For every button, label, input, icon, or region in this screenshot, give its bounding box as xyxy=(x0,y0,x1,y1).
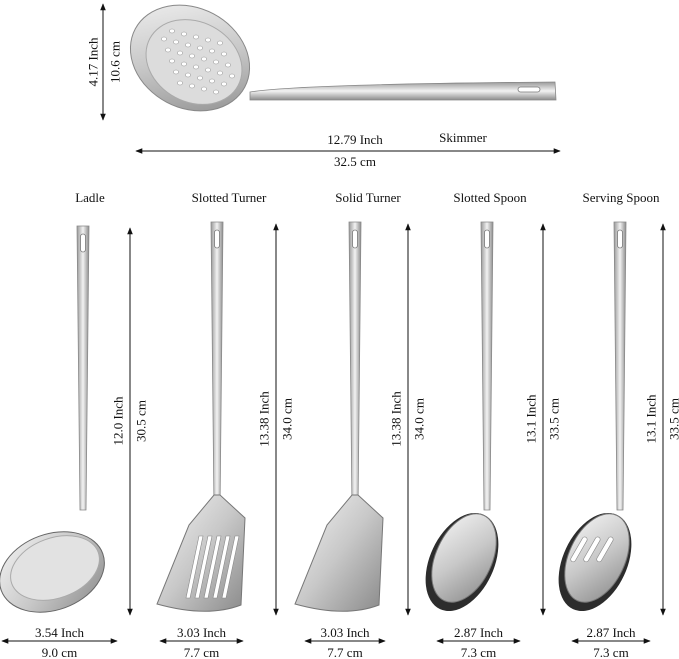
slotted-spoon-width-inch: 2.87 Inch xyxy=(453,625,504,640)
ladle-width-cm: 9.0 cm xyxy=(41,645,78,659)
hole xyxy=(217,40,223,46)
slotted-turner-width-cm: 7.7 cm xyxy=(183,645,220,659)
skimmer-length-cm: 32.5 cm xyxy=(334,154,376,169)
hole xyxy=(169,28,175,34)
skimmer-width-inch: 4.17 Inch xyxy=(85,37,101,87)
solid-turner-title: Solid Turner xyxy=(335,190,401,205)
hole xyxy=(197,45,203,51)
slotted-turner-illustration xyxy=(156,221,246,612)
hole xyxy=(197,75,203,81)
hole xyxy=(169,58,175,64)
hole xyxy=(229,73,235,79)
serving-spoon-width-inch: 2.87 Inch xyxy=(586,625,636,640)
hole xyxy=(193,34,199,40)
hole xyxy=(185,72,191,78)
hole xyxy=(201,56,207,62)
hole xyxy=(161,36,167,42)
hole xyxy=(177,80,183,86)
hole xyxy=(173,39,179,45)
slotted-spoon-width-cm: 7.3 cm xyxy=(460,645,497,659)
hole xyxy=(193,64,199,70)
hole xyxy=(217,70,223,76)
hole xyxy=(201,86,207,92)
serving-spoon-title: Serving Spoon xyxy=(582,190,660,205)
solid-turner-width-cm: 7.7 cm xyxy=(327,645,363,659)
hole xyxy=(177,50,183,56)
hole xyxy=(205,67,211,73)
hole xyxy=(181,31,187,37)
skimmer-width-cm: 10.6 cm xyxy=(107,41,123,83)
serving-spoon-illustration xyxy=(558,221,632,612)
hole xyxy=(221,81,227,87)
ladle-title: Ladle xyxy=(75,190,105,205)
slotted-spoon-title: Slotted Spoon xyxy=(453,190,527,205)
ladle-length-cm: 30.5 cm xyxy=(133,399,149,442)
hole xyxy=(209,78,215,84)
skimmer-title: Skimmer xyxy=(439,130,487,145)
hole xyxy=(213,89,219,95)
solid-turner-width-inch: 3.03 Inch xyxy=(320,625,370,640)
solid-turner-length-cm: 34.0 cm xyxy=(411,397,427,440)
ladle-width-inch: 3.54 Inch xyxy=(34,625,85,640)
slotted-spoon-illustration xyxy=(425,221,499,612)
skimmer-holes xyxy=(161,28,235,95)
hole xyxy=(185,42,191,48)
slotted-turner-title: Slotted Turner xyxy=(191,190,267,205)
skimmer-illustration xyxy=(129,4,557,112)
ladle-illustration xyxy=(0,225,105,613)
skimmer-length-inch: 12.79 Inch xyxy=(327,132,383,147)
slotted-turner-width-inch: 3.03 Inch xyxy=(176,625,227,640)
hole xyxy=(221,51,227,57)
hole xyxy=(213,59,219,65)
solid-turner-illustration xyxy=(294,221,384,612)
hole xyxy=(225,62,231,68)
hole xyxy=(181,61,187,67)
serving-spoon-width-cm: 7.3 cm xyxy=(593,645,629,659)
slotted-turner-length-inch: 13.38 Inch xyxy=(256,390,272,447)
serving-spoon-length-inch: 13.1 Inch xyxy=(643,393,659,444)
slotted-turner-length-cm: 34.0 cm xyxy=(279,397,295,440)
ladle-length-inch: 12.0 Inch xyxy=(110,395,126,446)
hole xyxy=(189,83,195,89)
hole xyxy=(205,37,211,43)
slotted-spoon-length-inch: 13.1 Inch xyxy=(523,393,539,444)
hole xyxy=(209,48,215,54)
slotted-spoon-length-cm: 33.5 cm xyxy=(546,397,562,440)
hole xyxy=(165,47,171,53)
serving-spoon-length-cm: 33.5 cm xyxy=(666,397,679,440)
hole xyxy=(189,53,195,59)
hole xyxy=(173,69,179,75)
solid-turner-length-inch: 13.38 Inch xyxy=(388,390,404,447)
